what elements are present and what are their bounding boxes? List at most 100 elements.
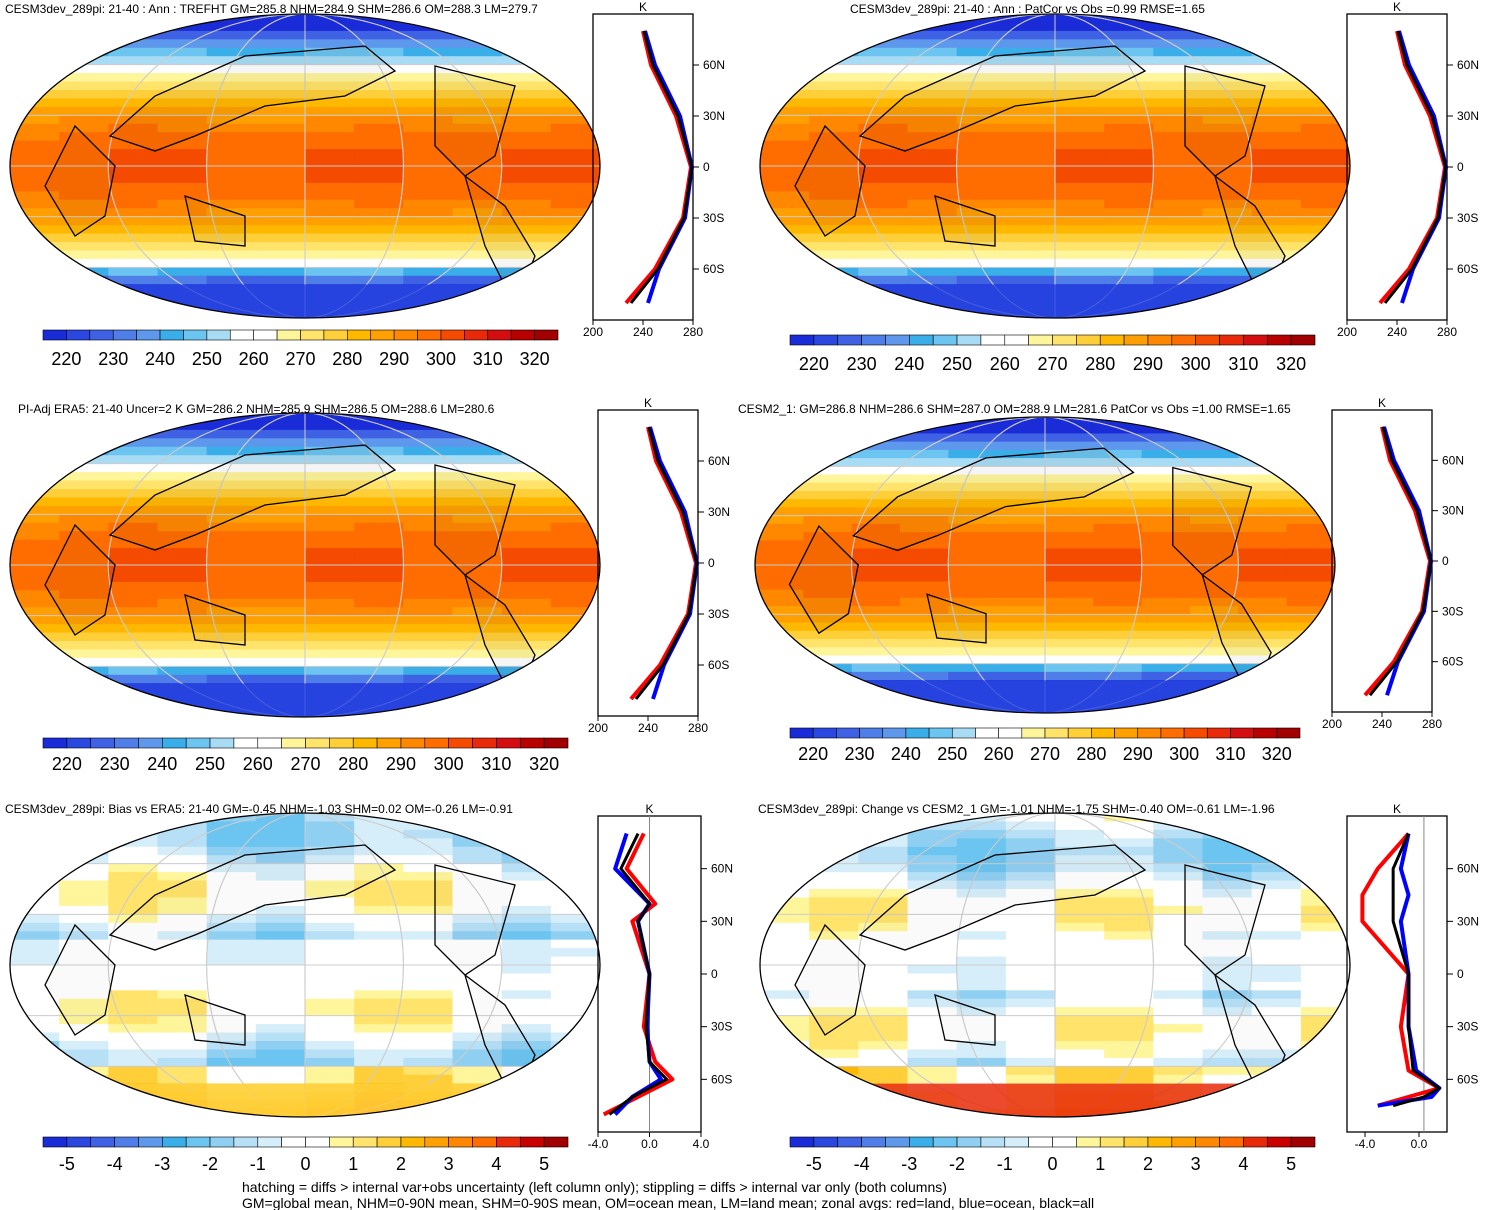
colorbar-swatch (789, 727, 814, 739)
colorbar-label: 290 (379, 349, 409, 369)
continent-outline (788, 524, 859, 635)
continent-outline (184, 994, 246, 1046)
map-field (10, 813, 600, 1117)
colorbar-label: 280 (1085, 354, 1115, 374)
colorbar-swatch (257, 1136, 282, 1148)
panel-change: CESM3dev_289pi: Change vs CESM2_1 GM=-1.… (758, 802, 1479, 1174)
colorbar-swatch (1266, 1136, 1292, 1148)
panel-model-abs: CESM3dev_289pi: 21-40 : Ann : TREFHT GM=… (5, 0, 725, 369)
map-field (755, 417, 1335, 713)
zonal-line-all (629, 30, 694, 304)
colorbar-swatch (956, 334, 982, 346)
continent-outline (434, 864, 516, 976)
lat-tick-label: 30S (1457, 211, 1478, 225)
colorbar-swatch (510, 329, 535, 341)
zonal-line-land (602, 832, 675, 1117)
colorbar-swatch (185, 737, 211, 749)
colorbar-swatch (837, 1136, 862, 1148)
colorbar-label: 220 (799, 354, 829, 374)
zonal-x-tick-label: 200 (588, 721, 608, 735)
colorbar-swatch (1243, 1136, 1268, 1148)
continent-outline (794, 923, 866, 1036)
colorbar-label: 250 (192, 349, 222, 369)
colorbar-label: 280 (332, 349, 362, 369)
continent-outline (108, 844, 397, 951)
colorbar-swatch (882, 727, 907, 739)
colorbar-label: 280 (1076, 744, 1106, 764)
colorbar-label: 270 (290, 754, 320, 774)
colorbar-label: 240 (145, 349, 175, 369)
colorbar-swatch (448, 1136, 473, 1148)
colorbar-swatch (305, 1136, 330, 1148)
lat-tick-label: 0 (703, 160, 710, 174)
colorbar-swatch (789, 1136, 815, 1148)
panel-cesm2: CESM2_1: GM=286.8 NHM=286.6 SHM=287.0 OM… (738, 396, 1464, 764)
colorbar-label: -3 (901, 1154, 917, 1174)
colorbar-swatch (42, 737, 68, 749)
colorbar-swatch (905, 727, 930, 739)
map-field (760, 14, 1350, 318)
colorbar-label: 2 (396, 1154, 406, 1174)
lat-tick-label: 60S (703, 262, 724, 276)
colorbar-label: 290 (386, 754, 416, 774)
colorbar-swatch (347, 329, 372, 341)
colorbar-swatch (543, 1136, 569, 1148)
colorbar: 220 230 240 250 260 270 280 290 300 310 320 (42, 329, 559, 369)
colorbar-swatch (1160, 727, 1185, 739)
zonal-mean-plot: K 60N 30N 0 30S 60S -4.0 0.0 (1346, 802, 1479, 1151)
colorbar-swatch (233, 1136, 259, 1148)
colorbar-label: 250 (937, 744, 967, 764)
colorbar-swatch (496, 737, 521, 749)
lat-tick-label: 0 (1442, 554, 1449, 568)
colorbar-label: 310 (1228, 354, 1258, 374)
colorbar-label: 310 (1215, 744, 1245, 764)
continent-outline (184, 195, 246, 247)
colorbar-swatch (909, 334, 934, 346)
colorbar-swatch (980, 334, 1006, 346)
antarctic-band (10, 1083, 600, 1117)
zonal-line-land (1360, 832, 1442, 1108)
zonal-mean-plot: K 60N 30N 0 30S 60S -4.0 0.0 4.0 (588, 802, 733, 1151)
zonal-unit-label: K (1393, 802, 1401, 816)
colorbar-swatch (400, 737, 426, 749)
colorbar-label: 230 (845, 744, 875, 764)
colorbar-label: 260 (243, 754, 273, 774)
colorbar-swatch (812, 727, 837, 739)
colorbar-swatch (487, 329, 512, 341)
colorbar-swatch (932, 1136, 958, 1148)
continent-outline (434, 464, 516, 576)
colorbar-label: 220 (51, 349, 81, 369)
colorbar-label: 0 (300, 1154, 310, 1174)
colorbar-swatch (1230, 727, 1254, 739)
panel-title: PI-Adj ERA5: 21-40 Uncer=2 K GM=286.2 NH… (18, 402, 495, 416)
colorbar-label: 310 (481, 754, 511, 774)
continent-outline (434, 65, 516, 177)
footer-line2: GM=global mean, NHM=0-90N mean, SHM=0-90… (242, 1195, 1094, 1210)
continent-outline (934, 994, 996, 1046)
map-border (9, 13, 601, 319)
continent-outline (852, 447, 1135, 552)
colorbar-swatch (1171, 334, 1196, 346)
colorbar-label: -2 (949, 1154, 965, 1174)
colorbar-swatch (951, 727, 976, 739)
continent-outline (934, 195, 996, 247)
colorbar-swatch (66, 737, 92, 749)
colorbar-swatch (1183, 727, 1208, 739)
zonal-mean-plot: K 60N 30N 0 30S 60S 200 240 280 (588, 396, 730, 735)
antarctic-band (760, 284, 1350, 318)
colorbar-swatch (813, 334, 839, 346)
colorbar-label: 290 (1123, 744, 1153, 764)
lat-tick-label: 60N (711, 862, 733, 876)
colorbar-swatch (400, 1136, 426, 1148)
zonal-unit-label: K (1393, 0, 1401, 14)
continent-outline (794, 124, 866, 237)
colorbar-label: -5 (59, 1154, 75, 1174)
zonal-x-tick-label: 4.0 (693, 1137, 710, 1151)
lat-tick-label: 30N (1457, 109, 1479, 123)
colorbar-label: 320 (529, 754, 559, 774)
colorbar-swatch (253, 329, 278, 341)
colorbar-label: 320 (1276, 354, 1306, 374)
colorbar-swatch (1099, 1136, 1125, 1148)
continent-outline (44, 523, 116, 636)
colorbar-swatch (837, 334, 862, 346)
